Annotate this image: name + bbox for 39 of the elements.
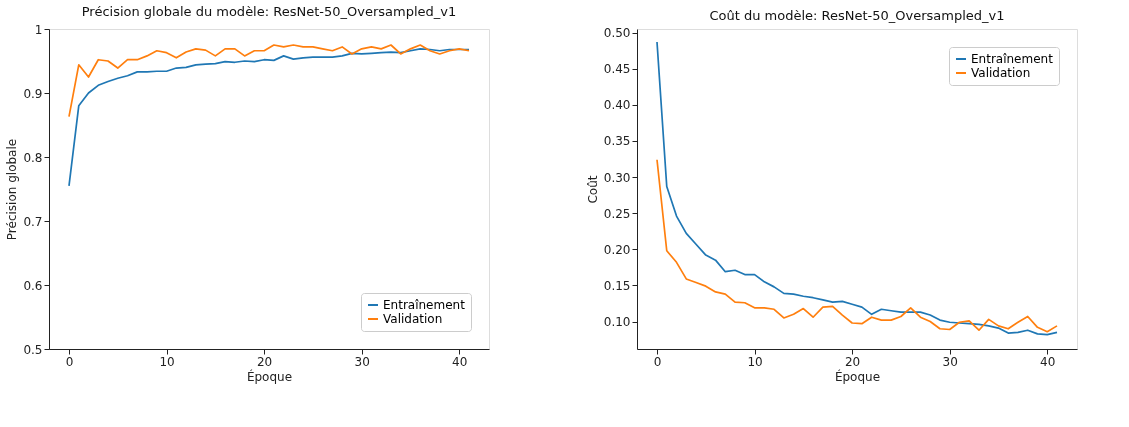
line-series: [656, 158, 1058, 333]
x-tick-label: 40: [452, 354, 468, 369]
y-tick-label: 0.5: [23, 342, 43, 357]
y-tick-label: 0.6: [23, 278, 43, 293]
x-tick-label: 0: [653, 354, 662, 369]
y-tick-label: 0.8: [23, 150, 43, 165]
x-tick-label: 10: [159, 354, 175, 369]
y-tick-label: 0.10: [603, 315, 631, 330]
legend-label: Validation: [971, 66, 1031, 80]
chart-title: Précision globale du modèle: ResNet-50_Oversampled_v1: [81, 4, 457, 19]
x-tick-label: 20: [256, 354, 273, 369]
line-series: [68, 44, 470, 118]
y-tick-label: 0.9: [23, 86, 43, 101]
legend-label: Entraînement: [971, 52, 1054, 66]
x-tick-label: 0: [65, 354, 74, 369]
x-tick-label: 40: [1040, 354, 1056, 369]
x-tick-label: 10: [747, 354, 763, 369]
y-tick-label: 0.25: [603, 206, 631, 221]
legend-label: Entraînement: [383, 298, 466, 312]
y-tick-label: 0.15: [603, 278, 631, 293]
y-tick-label: 0.40: [603, 98, 631, 113]
x-axis-title: Époque: [246, 368, 293, 384]
x-tick-label: 30: [942, 354, 958, 369]
y-tick-label: 0.45: [603, 62, 631, 77]
y-tick-label: 1: [34, 22, 43, 37]
y-tick-label: 0.30: [603, 170, 631, 185]
y-axis-title: Coût: [585, 175, 600, 204]
line-series: [68, 47, 470, 187]
x-tick-label: 20: [844, 354, 861, 369]
legend-label: Validation: [383, 312, 443, 326]
x-tick-label: 30: [354, 354, 370, 369]
y-tick-label: 0.50: [603, 26, 631, 41]
chart-title: Coût du modèle: ResNet-50_Oversampled_v1: [709, 7, 1005, 23]
y-tick-label: 0.20: [603, 242, 631, 257]
y-axis-title: Précision globale: [5, 138, 20, 241]
line-series: [656, 41, 1058, 336]
y-tick-label: 0.7: [23, 214, 43, 229]
y-tick-label: 0.35: [603, 134, 631, 149]
x-axis-title: Époque: [834, 368, 881, 384]
